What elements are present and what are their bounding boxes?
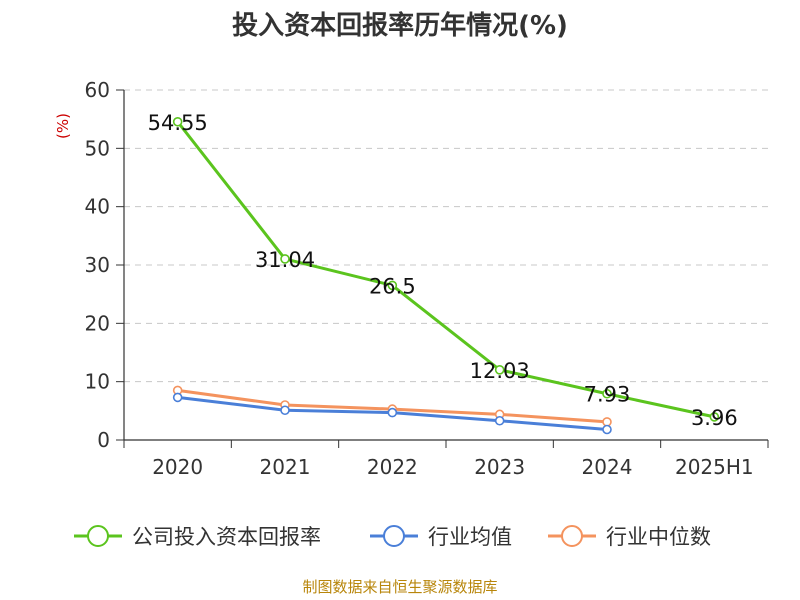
y-tick-label-20: 20: [85, 311, 110, 335]
chart-title: 投入资本回报率历年情况(%): [232, 10, 568, 41]
y-axis-unit: (%): [54, 113, 72, 139]
legend-item-0: 公司投入资本回报率: [74, 525, 321, 549]
y-tick-label-40: 40: [85, 195, 110, 219]
x-tick-label-2022: 2022: [367, 455, 418, 479]
series-0: [172, 116, 720, 422]
x-tick-label-2020: 2020: [152, 455, 203, 479]
y-tick-label-10: 10: [85, 370, 110, 394]
series-point-1-4: [602, 424, 612, 435]
legend-marker-1: [383, 525, 405, 547]
data-label-1: 31.04: [255, 248, 315, 272]
data-label-3: 12.03: [470, 359, 530, 383]
grid-lines: [124, 89, 768, 383]
series-point-0-2: [387, 280, 398, 291]
x-tick-label-2023: 2023: [474, 455, 525, 479]
x-tick-label-2021: 2021: [260, 455, 311, 479]
legend-label-0: 公司投入资本回报率: [132, 525, 321, 549]
series-point-0-4: [602, 388, 612, 399]
data-labels: 54.55 31.04 26.5 12.03 7.93 3.96: [148, 111, 738, 430]
series-point-1-2: [387, 407, 398, 418]
x-tick-label-2025H1: 2025H1: [675, 455, 754, 479]
legend-item-1: 行业均值: [370, 525, 512, 549]
series-point-0-3: [494, 365, 505, 375]
source-note: 制图数据来自恒生聚源数据库: [302, 578, 497, 596]
y-tick-label-30: 30: [85, 253, 110, 277]
legend-label-2: 行业中位数: [606, 525, 711, 549]
y-tick-label-0: 0: [97, 428, 110, 452]
series-point-1-3: [494, 415, 505, 426]
axes: 0 10 20 30 40 50 60 2020 2021 2022 2023 2024 2025H1: [85, 78, 769, 479]
legend-label-1: 行业均值: [428, 525, 512, 549]
legend-marker-2: [561, 525, 583, 547]
series-1: [172, 392, 612, 435]
series-point-1-0: [172, 392, 183, 403]
legend: 公司投入资本回报率 行业均值 行业中位数: [74, 525, 711, 549]
series-line-0: [176, 120, 715, 419]
y-tick-label-60: 60: [85, 78, 110, 102]
legend-marker-0: [87, 525, 109, 547]
data-label-2: 26.5: [369, 274, 416, 298]
x-tick-label-2024: 2024: [582, 455, 633, 479]
data-label-0: 54.55: [148, 111, 208, 135]
y-tick-label-50: 50: [85, 136, 110, 160]
series-point-0-0: [172, 116, 183, 127]
legend-item-2: 行业中位数: [548, 525, 711, 549]
series-point-0-5: [709, 412, 720, 422]
series-point-1-1: [280, 405, 290, 416]
series-point-0-1: [280, 254, 290, 264]
data-label-5: 3.96: [691, 406, 738, 430]
data-label-4: 7.93: [584, 383, 631, 407]
series-layer: [172, 116, 720, 435]
